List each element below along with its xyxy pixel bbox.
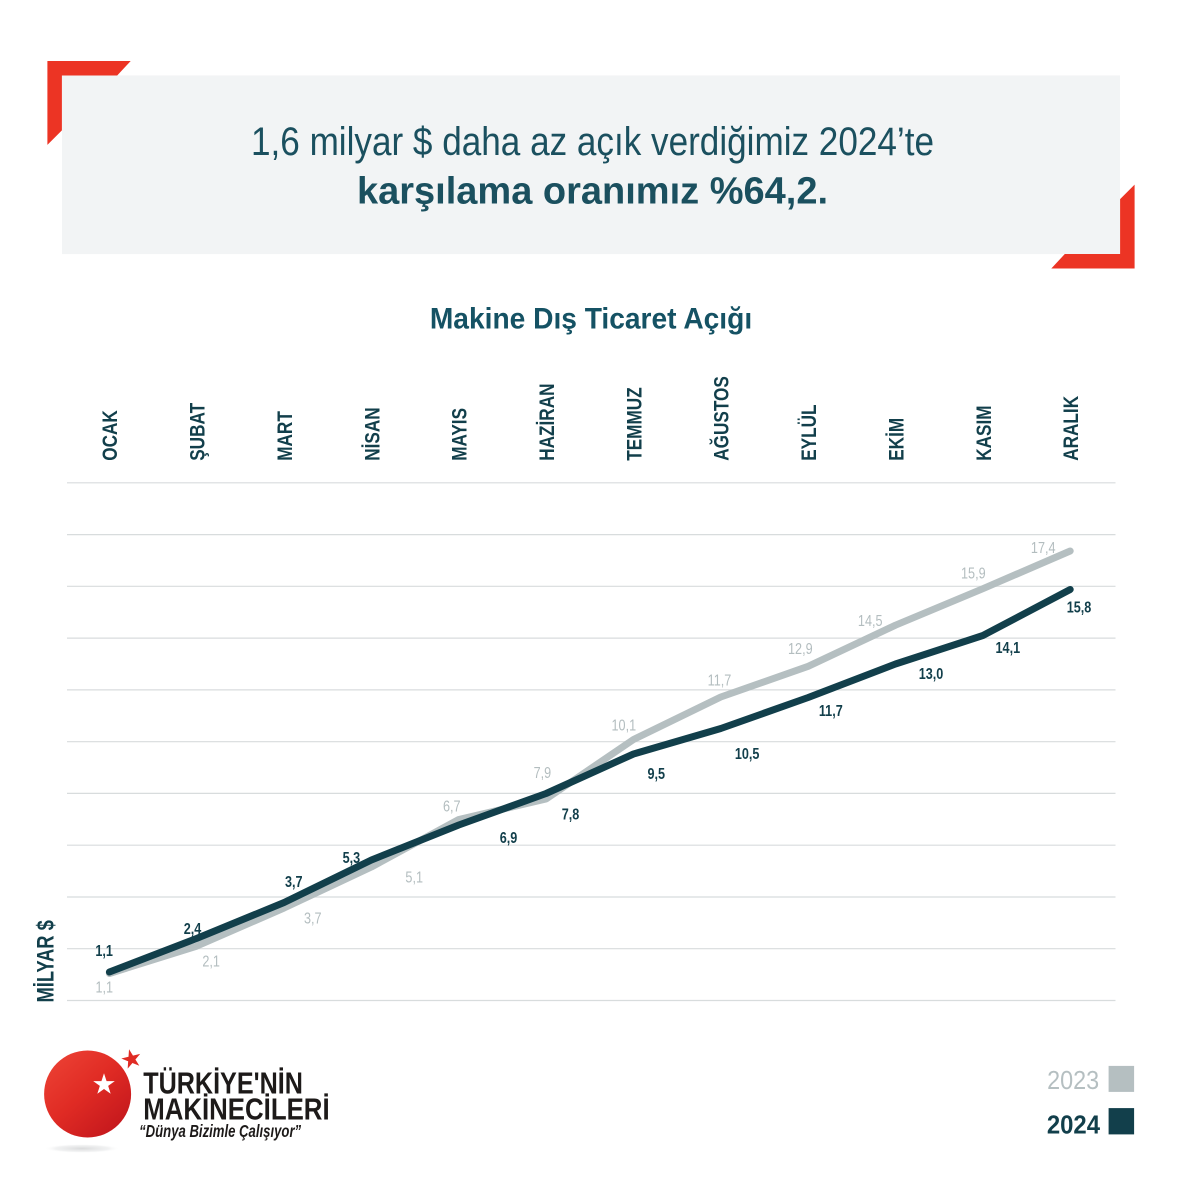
svg-text:ARALIK: ARALIK	[1059, 396, 1083, 461]
svg-text:14,5: 14,5	[858, 613, 883, 631]
svg-text:10,1: 10,1	[612, 717, 637, 735]
svg-text:5,1: 5,1	[405, 869, 423, 887]
svg-text:“Dünya Bizimle Çalışıyor”: “Dünya Bizimle Çalışıyor”	[139, 1122, 301, 1141]
svg-text:1,1: 1,1	[96, 979, 114, 997]
svg-text:Makine Dış Ticaret Açığı: Makine Dış Ticaret Açığı	[430, 303, 752, 336]
svg-text:9,5: 9,5	[648, 766, 666, 784]
svg-text:TEMMUZ: TEMMUZ	[623, 387, 647, 461]
svg-text:1,1: 1,1	[95, 943, 113, 961]
svg-text:EKİM: EKİM	[884, 418, 909, 461]
svg-text:AĞUSTOS: AĞUSTOS	[708, 376, 735, 461]
svg-text:KASIM: KASIM	[972, 405, 996, 460]
svg-text:2,4: 2,4	[184, 921, 202, 939]
svg-text:5,3: 5,3	[343, 850, 361, 868]
svg-text:MAYIS: MAYIS	[448, 408, 472, 461]
svg-text:EYLÜL: EYLÜL	[796, 404, 821, 460]
svg-text:6,9: 6,9	[500, 830, 518, 848]
svg-text:2,1: 2,1	[202, 953, 220, 971]
svg-text:MİLYAR $: MİLYAR $	[31, 920, 59, 1002]
svg-text:13,0: 13,0	[919, 666, 944, 684]
svg-text:15,9: 15,9	[961, 565, 986, 583]
svg-text:3,7: 3,7	[285, 874, 303, 892]
svg-text:17,4: 17,4	[1031, 540, 1056, 558]
svg-text:2024: 2024	[1047, 1111, 1100, 1140]
svg-text:1,6 milyar $ daha az açık verd: 1,6 milyar $ daha az açık verdiğimiz 202…	[251, 119, 934, 164]
svg-text:11,7: 11,7	[819, 703, 843, 721]
svg-text:6,7: 6,7	[443, 798, 461, 816]
svg-text:MAKİNECİLERİ: MAKİNECİLERİ	[143, 1092, 329, 1127]
svg-text:HAZİRAN: HAZİRAN	[534, 383, 559, 460]
svg-text:ŞUBAT: ŞUBAT	[186, 403, 210, 461]
svg-text:OCAK: OCAK	[98, 410, 122, 461]
svg-text:7,8: 7,8	[562, 806, 580, 824]
svg-text:MART: MART	[273, 411, 297, 461]
svg-text:3,7: 3,7	[304, 910, 322, 928]
svg-text:11,7: 11,7	[708, 672, 732, 690]
svg-text:TÜRKİYE'NİN: TÜRKİYE'NİN	[143, 1065, 303, 1100]
svg-text:2023: 2023	[1047, 1067, 1099, 1095]
svg-text:12,9: 12,9	[788, 641, 813, 659]
svg-text:karşılama oranımız %64,2.: karşılama oranımız %64,2.	[357, 171, 828, 213]
svg-text:10,5: 10,5	[735, 746, 760, 764]
svg-text:NİSAN: NİSAN	[359, 407, 384, 460]
svg-text:14,1: 14,1	[996, 640, 1021, 658]
svg-text:15,8: 15,8	[1067, 599, 1092, 617]
svg-text:7,9: 7,9	[534, 765, 552, 783]
